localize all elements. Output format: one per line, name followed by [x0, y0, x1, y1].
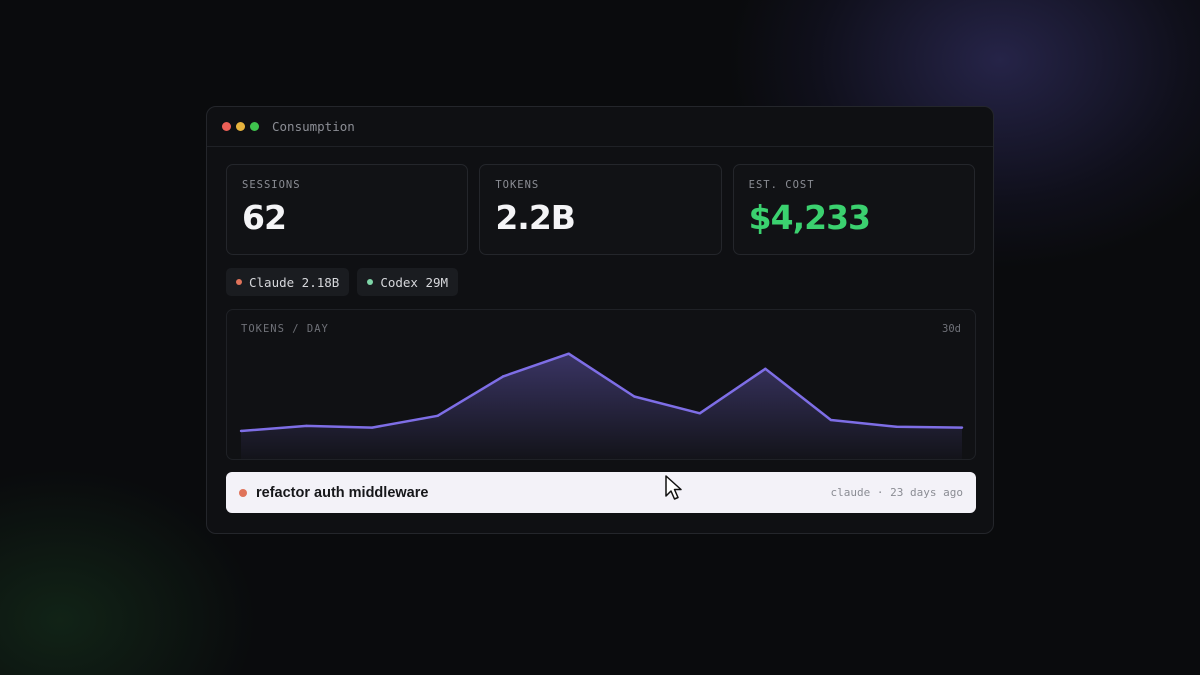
tokens-label: TOKENS: [495, 179, 540, 191]
cost-label: EST. COST: [748, 179, 815, 191]
chart-area-fill: [241, 353, 962, 459]
chart-point-11: [960, 426, 964, 429]
tokens-value: 2.2B: [495, 198, 576, 237]
chart-series-line: [240, 352, 963, 433]
tokens-card: TOKENS 2.2B: [479, 164, 722, 255]
codex-dot-icon: [367, 279, 374, 285]
chart-point-5: [567, 352, 570, 355]
sessions-value: 62: [242, 198, 287, 237]
chart-point-2: [370, 426, 374, 429]
chart-point-3: [436, 414, 439, 418]
mouse-pointer-icon: [665, 475, 682, 500]
cost-card: EST. COST $4,233: [732, 164, 975, 255]
legend-codex-label: Codex 29M: [380, 274, 449, 290]
title-bar: Consumption: [207, 107, 993, 147]
sessions-card: SESSIONS 62: [226, 164, 469, 255]
chart-title: TOKENS / DAY: [241, 323, 329, 335]
stat-cards: SESSIONS 62 TOKENS 2.2B EST. COST $4,233: [226, 164, 975, 255]
chart-point-10: [895, 425, 898, 428]
legend-claude-label: Claude 2.18B: [249, 274, 340, 290]
chart-plot: [239, 352, 964, 459]
cost-value: $4,233: [748, 198, 871, 237]
chart-point-9: [829, 418, 833, 422]
claude-dot-icon: [236, 279, 242, 285]
chart-point-8: [764, 367, 767, 370]
activity-title: refactor auth middleware: [256, 484, 429, 501]
consumption-window: Consumption SESSIONS 62 TOKENS 2.2B EST.…: [206, 106, 994, 534]
legend-claude[interactable]: Claude 2.18B: [226, 268, 350, 296]
window-title: Consumption: [272, 119, 355, 134]
close-window-button[interactable]: [222, 122, 231, 131]
sessions-label: SESSIONS: [242, 179, 301, 191]
activity-row[interactable]: refactor auth middleware claude · 23 day…: [226, 472, 976, 513]
status-dot-icon: [239, 488, 247, 497]
maximize-window-button[interactable]: [250, 122, 259, 131]
tokens-per-day-chart: TOKENS / DAY 30d: [226, 309, 976, 460]
chart-point-7: [698, 412, 702, 415]
chart-point-1: [305, 424, 308, 428]
chart-range-label[interactable]: 30d: [942, 323, 961, 335]
chart-point-4: [501, 375, 505, 378]
minimize-window-button[interactable]: [236, 122, 245, 131]
activity-meta: claude · 23 days ago: [830, 486, 963, 499]
model-legend: Claude 2.18B Codex 29M: [226, 268, 459, 296]
chart-point-6: [633, 395, 636, 398]
legend-codex[interactable]: Codex 29M: [357, 268, 459, 296]
chart-point-0: [239, 429, 243, 433]
